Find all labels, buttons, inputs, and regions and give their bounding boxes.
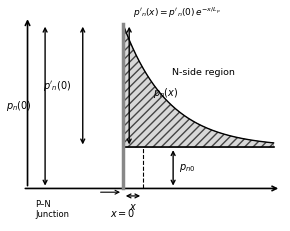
- Text: $p_{n0}$: $p_{n0}$: [180, 162, 196, 174]
- Text: $x = 0$: $x = 0$: [110, 207, 136, 219]
- Text: $p'_n(x) = p'_n(0)\, e^{-x/L_p}$: $p'_n(x) = p'_n(0)\, e^{-x/L_p}$: [133, 6, 221, 20]
- Text: $x$: $x$: [129, 203, 137, 213]
- Text: $p_n(x)$: $p_n(x)$: [153, 86, 178, 100]
- Text: $p'_n(0)$: $p'_n(0)$: [44, 79, 72, 93]
- Text: P–N
Junction: P–N Junction: [35, 200, 69, 219]
- Text: $p_n(0)$: $p_n(0)$: [6, 99, 31, 113]
- Text: N-side region: N-side region: [172, 68, 235, 77]
